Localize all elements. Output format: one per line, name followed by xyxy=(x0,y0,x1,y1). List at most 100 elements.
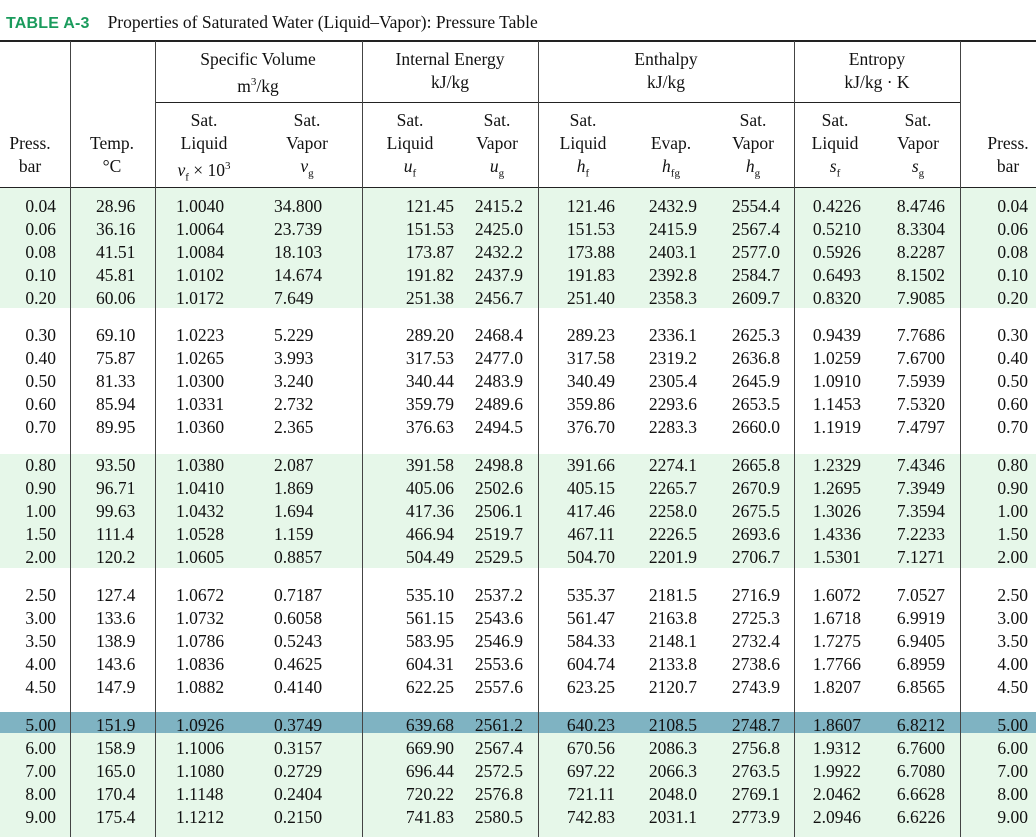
table-cell: 1.1919 xyxy=(812,417,861,437)
table-cell: 2653.5 xyxy=(731,394,780,414)
group-rule xyxy=(538,102,794,103)
table-cell: 143.6 xyxy=(96,654,136,674)
table-cell: 151.9 xyxy=(96,715,136,735)
header-line: Sat. xyxy=(904,110,932,130)
table-cell: 0.06 xyxy=(25,219,56,239)
table-cell: 1.0300 xyxy=(176,371,225,391)
table-cell: 2609.7 xyxy=(731,288,780,308)
group-rule xyxy=(155,102,362,103)
table-cell: 173.88 xyxy=(566,242,615,262)
table-cell: 2665.8 xyxy=(731,455,780,475)
table-cell: 1.0432 xyxy=(176,501,225,521)
table-cell: 2477.0 xyxy=(474,348,523,368)
table-cell: 0.4625 xyxy=(274,654,323,674)
table-cell: 2133.8 xyxy=(648,654,697,674)
table-cell: 251.38 xyxy=(405,288,454,308)
highlighted-row-bar xyxy=(0,712,1036,733)
table-cell: 0.08 xyxy=(25,242,56,262)
table-cell: 158.9 xyxy=(96,738,136,758)
table-cell: 7.3949 xyxy=(896,478,945,498)
table-cell: 583.95 xyxy=(405,631,454,651)
group-header: Entropy kJ/kg · K xyxy=(844,48,909,94)
table-cell: 2567.4 xyxy=(474,738,523,758)
table-cell: 2489.6 xyxy=(474,394,523,414)
table-cell: 0.60 xyxy=(25,394,56,414)
header-line: Liquid xyxy=(559,133,607,153)
header-symbol: hg xyxy=(745,156,761,180)
table-cell: 721.11 xyxy=(567,784,615,804)
table-cell: 3.240 xyxy=(274,371,314,391)
group-unit: kJ/kg · K xyxy=(844,72,910,92)
table-cell: 1.0331 xyxy=(176,394,225,414)
table-cell: 170.4 xyxy=(96,784,136,804)
table-cell: 6.8959 xyxy=(896,654,945,674)
table-cell: 8.1502 xyxy=(896,265,945,285)
table-cell: 2693.6 xyxy=(731,524,780,544)
table-cell: 0.20 xyxy=(997,288,1028,308)
table-cell: 7.00 xyxy=(997,761,1028,781)
table-cell: 0.2150 xyxy=(274,807,323,827)
column-header: Sat. Liquid sf xyxy=(812,109,859,186)
table-cell: 0.90 xyxy=(997,478,1028,498)
table-cell: 2773.9 xyxy=(731,807,780,827)
table-cell: 2738.6 xyxy=(731,654,780,674)
table-cell: 376.63 xyxy=(405,417,454,437)
group-name: Entropy xyxy=(848,49,906,69)
table-cell: 2756.8 xyxy=(731,738,780,758)
table-cell: 2502.6 xyxy=(474,478,523,498)
table-cell: 417.36 xyxy=(405,501,454,521)
table-cell: 1.50 xyxy=(25,524,56,544)
column-header: Temp. °C xyxy=(90,132,134,178)
table-cell: 2415.2 xyxy=(474,196,523,216)
table-cell: 317.58 xyxy=(566,348,615,368)
table-cell: 1.7766 xyxy=(812,654,861,674)
table-cell: 0.2729 xyxy=(274,761,323,781)
table-cell: 93.50 xyxy=(96,455,136,475)
table-cell: 1.159 xyxy=(274,524,314,544)
table-cell: 317.53 xyxy=(405,348,454,368)
table-cell: 2670.9 xyxy=(731,478,780,498)
table-cell: 5.229 xyxy=(274,325,314,345)
table-cell: 7.5939 xyxy=(896,371,945,391)
table-cell: 121.46 xyxy=(566,196,615,216)
table-cell: 0.7187 xyxy=(274,585,323,605)
header-symbol: sf xyxy=(829,156,841,180)
table-cell: 0.50 xyxy=(25,371,56,391)
group-header: Internal Energy kJ/kg xyxy=(395,48,504,94)
table-cell: 2748.7 xyxy=(731,715,780,735)
table-cell: 2437.9 xyxy=(474,265,523,285)
table-cell: 2660.0 xyxy=(731,417,780,437)
table-cell: 466.94 xyxy=(405,524,454,544)
table-cell: 2425.0 xyxy=(474,219,523,239)
table-cell: 6.9919 xyxy=(896,608,945,628)
group-header: Enthalpy kJ/kg xyxy=(634,48,697,94)
table-cell: 2358.3 xyxy=(648,288,697,308)
table-cell: 7.4346 xyxy=(896,455,945,475)
column-divider xyxy=(70,41,71,837)
header-line: Sat. xyxy=(483,110,511,130)
table-cell: 2519.7 xyxy=(474,524,523,544)
table-cell: 0.40 xyxy=(25,348,56,368)
table-cell: 120.2 xyxy=(96,547,136,567)
table-cell: 45.81 xyxy=(96,265,136,285)
table-cell: 7.5320 xyxy=(896,394,945,414)
table-cell: 34.800 xyxy=(274,196,323,216)
table-cell: 151.53 xyxy=(566,219,615,239)
table-cell: 1.0732 xyxy=(176,608,225,628)
table-cell: 7.1271 xyxy=(896,547,945,567)
table-cell: 2403.1 xyxy=(648,242,697,262)
table-cell: 1.2695 xyxy=(812,478,861,498)
table-cell: 1.0910 xyxy=(812,371,861,391)
table-cell: 2553.6 xyxy=(474,654,523,674)
table-cell: 3.50 xyxy=(25,631,56,651)
header-rule xyxy=(0,187,1036,188)
table-cell: 7.00 xyxy=(25,761,56,781)
table-cell: 0.10 xyxy=(25,265,56,285)
table-cell: 2506.1 xyxy=(474,501,523,521)
table-cell: 741.83 xyxy=(405,807,454,827)
table-cell: 2561.2 xyxy=(474,715,523,735)
table-cell: 2567.4 xyxy=(731,219,780,239)
table-cell: 7.7686 xyxy=(896,325,945,345)
header-symbol: hf xyxy=(576,156,590,180)
header-line: Liquid xyxy=(811,133,859,153)
